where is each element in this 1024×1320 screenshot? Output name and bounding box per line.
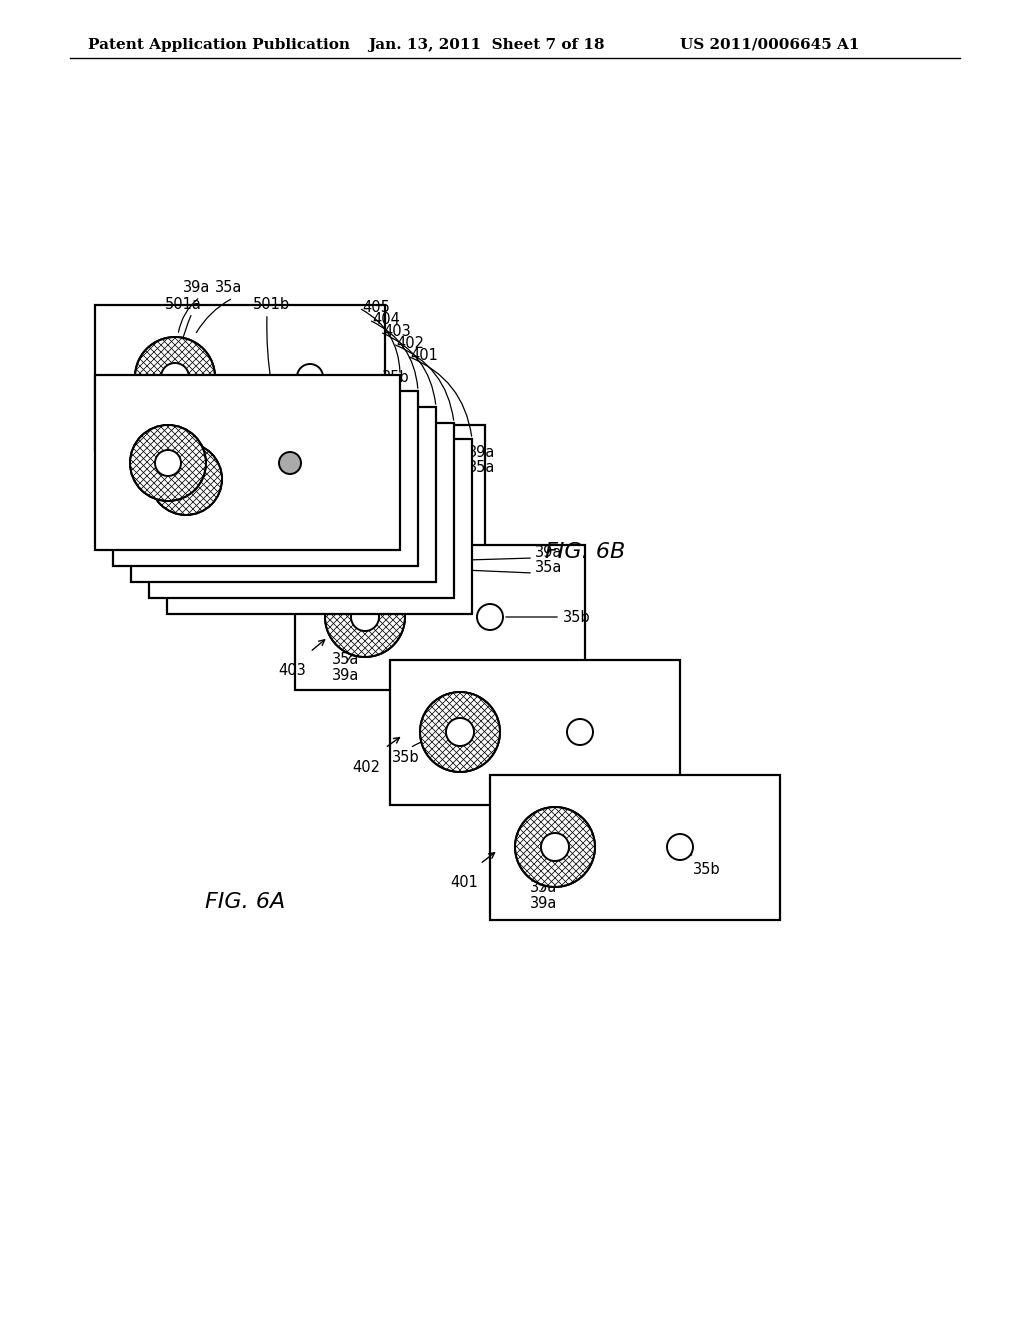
Text: 402: 402 [352,760,380,775]
Circle shape [541,833,569,861]
Bar [195,425,485,570]
Circle shape [477,605,503,630]
Circle shape [416,483,444,511]
Text: 35a: 35a [215,280,243,294]
Text: 402: 402 [396,337,424,351]
Circle shape [420,692,500,772]
Circle shape [515,807,595,887]
Text: 39a: 39a [468,445,496,459]
Bar [95,305,385,450]
Text: 405: 405 [362,301,390,315]
Text: 404: 404 [372,313,400,327]
Text: Patent Application Publication: Patent Application Publication [88,38,350,51]
Bar [295,545,585,690]
Circle shape [135,337,215,417]
Bar [95,375,400,550]
Circle shape [161,363,189,391]
Circle shape [351,603,379,631]
Text: 401: 401 [450,875,478,890]
Circle shape [567,719,593,744]
Circle shape [325,577,406,657]
Circle shape [150,444,222,515]
Circle shape [446,718,474,746]
Text: 501b: 501b [253,297,290,312]
Bar [131,407,436,582]
Text: 403: 403 [383,325,411,339]
Text: 35b: 35b [563,610,591,624]
Text: 39a: 39a [332,668,359,682]
Text: 35a: 35a [468,459,496,475]
Text: 35a: 35a [530,880,557,895]
Text: US 2011/0006645 A1: US 2011/0006645 A1 [680,38,859,51]
Text: FIG. 6B: FIG. 6B [545,543,626,562]
Text: 35b: 35b [392,750,420,766]
Circle shape [297,364,323,389]
Circle shape [174,467,198,491]
Circle shape [279,451,301,474]
Text: 35a: 35a [332,652,359,667]
Text: 39a: 39a [530,896,557,911]
Text: 501a: 501a [165,297,202,312]
Bar [167,440,472,614]
Text: 403: 403 [278,663,306,678]
Bar [390,660,680,805]
Circle shape [130,425,206,502]
Text: 35b: 35b [693,862,721,876]
Circle shape [390,457,470,537]
Text: 404: 404 [185,539,213,553]
Circle shape [155,450,181,477]
Text: 39a: 39a [183,280,210,294]
Text: Jan. 13, 2011  Sheet 7 of 18: Jan. 13, 2011 Sheet 7 of 18 [368,38,604,51]
Text: 401: 401 [410,348,438,363]
Text: 35b: 35b [245,531,272,545]
Text: 39a: 39a [535,545,562,560]
Bar [490,775,780,920]
Bar [113,391,418,566]
Text: 405: 405 [103,432,131,446]
Text: 35b: 35b [382,370,410,384]
Text: 35a: 35a [535,560,562,576]
Circle shape [252,484,278,510]
Text: FIG. 6A: FIG. 6A [205,892,286,912]
Circle shape [667,834,693,861]
Bar [150,422,454,598]
